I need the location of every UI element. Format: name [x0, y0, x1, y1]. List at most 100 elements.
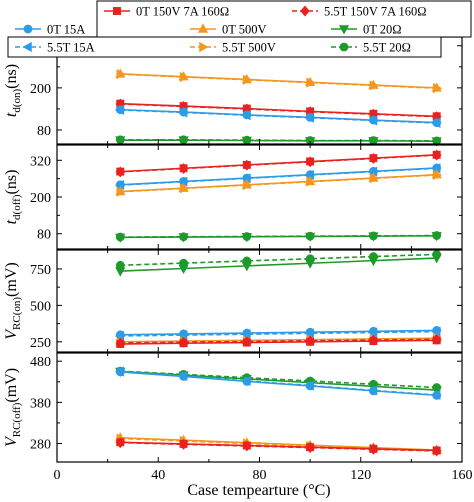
legend-marker — [338, 25, 350, 35]
data-point — [178, 163, 189, 174]
data-point — [115, 267, 126, 277]
legend-label: 0T 20Ω — [363, 23, 402, 37]
data-point — [432, 383, 442, 392]
y-axis-title-unit: (ns) — [3, 64, 20, 89]
panel-series — [114, 366, 443, 457]
y-axis-title-unit: (ns) — [3, 170, 20, 195]
data-point — [305, 442, 315, 454]
legend-marker — [113, 7, 121, 15]
legend-item: 5.5T 15A — [15, 41, 95, 55]
chart-panels: 80200320td(on)(ns)80200320td(off)(ns)250… — [3, 36, 473, 483]
y-axis-title-main: t — [3, 219, 20, 224]
data-point — [241, 110, 251, 121]
series-line — [120, 174, 437, 193]
x-tick-label: 160 — [452, 468, 473, 483]
legend-box — [96, 0, 472, 38]
data-point — [367, 115, 378, 126]
data-point — [178, 107, 188, 118]
series-line — [120, 437, 437, 452]
data-point — [369, 80, 379, 91]
series-line — [120, 109, 437, 124]
y-tick-label: 280 — [30, 437, 51, 452]
data-point — [368, 334, 379, 346]
data-point — [432, 83, 443, 94]
panel-series — [114, 149, 443, 243]
legend-label: 0T 150V 7A 160Ω — [136, 5, 229, 19]
y-axis-title-sub: d(off) — [11, 194, 23, 220]
series-line — [120, 138, 437, 142]
data-point — [304, 380, 314, 391]
series-line — [120, 167, 437, 186]
legend-label: 5.5T 500V — [222, 41, 276, 55]
panel-4: 280 380 480 VRC(off)(mV) — [3, 352, 463, 463]
y-tick-label: 250 — [30, 336, 51, 351]
legend-marker — [199, 41, 209, 53]
data-point — [306, 77, 316, 88]
y-tick-label: 500 — [30, 299, 51, 314]
legend-label: 5.5T 20Ω — [363, 41, 411, 55]
data-point — [179, 183, 190, 194]
legend-marker — [300, 5, 310, 17]
series-line — [120, 154, 437, 173]
y-axis-title-main: V — [3, 435, 20, 447]
series-line — [120, 329, 437, 336]
series-line — [120, 441, 437, 452]
series-line — [120, 338, 437, 344]
data-point — [179, 135, 188, 145]
data-point — [115, 437, 126, 449]
series-line — [120, 370, 437, 391]
data-point — [241, 262, 252, 272]
x-tick-label: 0 — [54, 468, 61, 483]
data-point — [431, 326, 441, 337]
series-line — [120, 102, 437, 118]
legend-marker — [23, 24, 33, 34]
data-point — [241, 375, 251, 387]
y-axis-title: td(off)(ns) — [3, 170, 23, 225]
y-tick-label: 80 — [37, 228, 51, 243]
data-point — [243, 74, 253, 85]
data-point — [178, 336, 189, 348]
y-tick-label: 200 — [30, 82, 51, 97]
data-point — [306, 176, 316, 187]
legend-label: 0T 15A — [47, 23, 85, 37]
data-point — [431, 117, 441, 129]
legend-marker — [339, 42, 349, 52]
legend-label: 0T 500V — [222, 23, 267, 37]
data-point — [242, 232, 252, 241]
data-point — [242, 159, 252, 171]
data-point — [179, 232, 188, 242]
data-point — [115, 166, 126, 178]
x-axis-title: Case tempearture (°C) — [187, 482, 330, 499]
data-point — [368, 256, 379, 267]
data-point — [242, 135, 252, 145]
series-line — [120, 370, 437, 389]
y-axis-title-sub: RC(off) — [11, 402, 23, 437]
data-point — [432, 231, 442, 240]
series-line — [120, 173, 437, 193]
series-line — [120, 108, 437, 124]
series-line — [120, 167, 437, 186]
data-point — [116, 186, 126, 197]
legend-label: 5.5T 150V 7A 160Ω — [324, 5, 427, 19]
data-point — [431, 445, 442, 457]
data-point — [305, 335, 315, 347]
y-axis-title-sub: d(on) — [11, 88, 23, 112]
panel-2: 80 200 320 td(off)(ns) — [3, 144, 463, 250]
data-point — [431, 389, 441, 401]
legend-item: 0T 20Ω — [331, 23, 402, 37]
data-point — [305, 156, 315, 168]
y-axis-title: VRC(on)(mV) — [3, 262, 23, 339]
panel-frame — [56, 144, 463, 250]
panel-series — [114, 249, 443, 349]
legend-item: 0T 500V — [190, 23, 267, 37]
legend-item: 5.5T 20Ω — [331, 41, 411, 55]
y-tick-label: 200 — [30, 191, 51, 206]
x-tick-label: 40 — [151, 468, 165, 483]
data-point — [178, 370, 188, 382]
y-tick-label: 80 — [37, 124, 51, 139]
data-point — [304, 112, 314, 123]
data-point — [242, 336, 252, 347]
series-line — [120, 253, 437, 267]
legend-item: 0T 15A — [15, 23, 85, 37]
